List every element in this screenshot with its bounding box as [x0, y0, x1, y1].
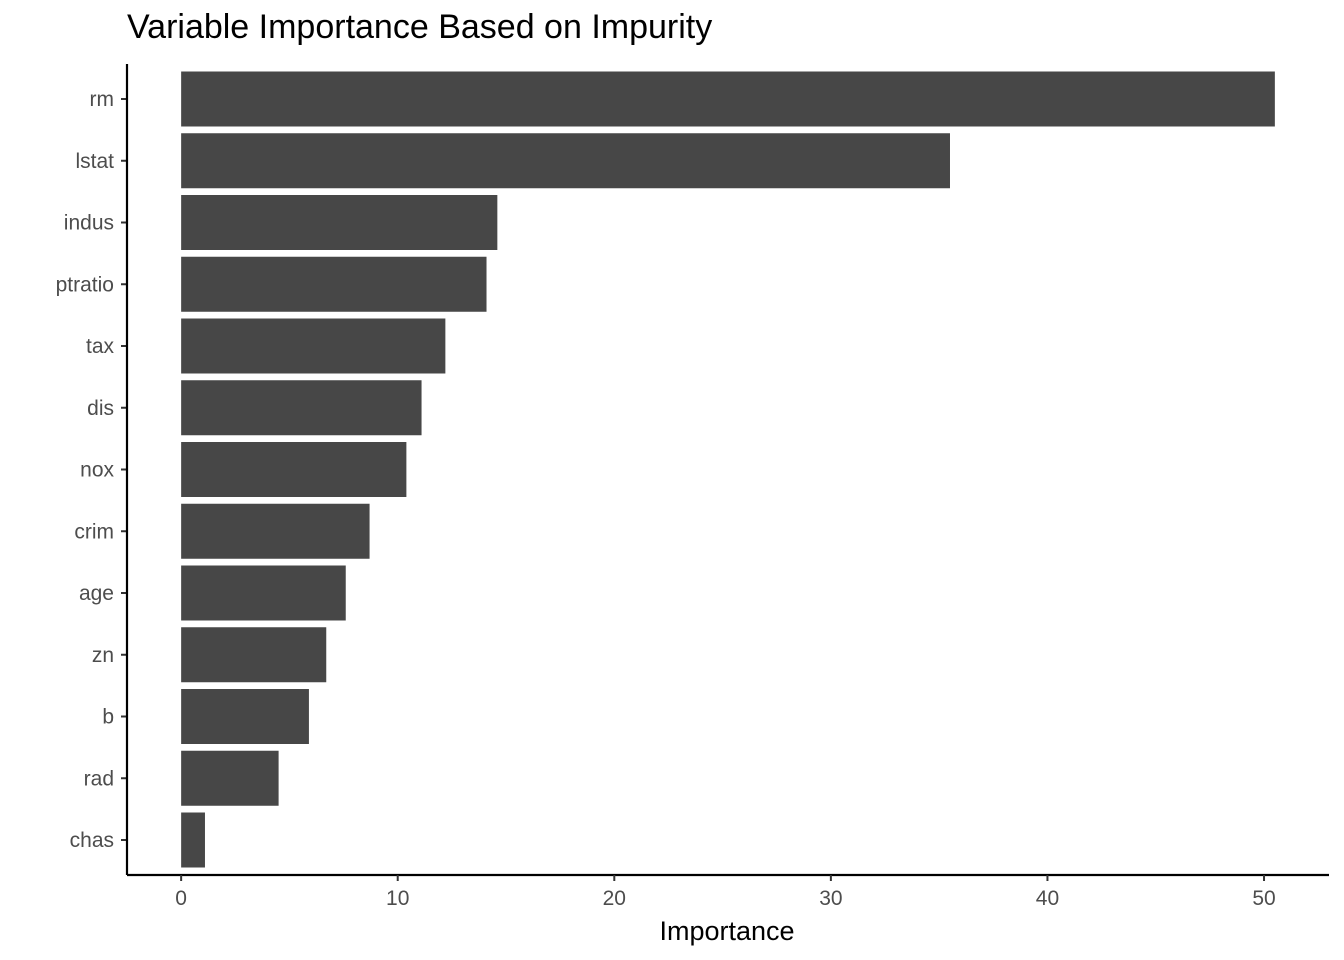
y-tick-label: age: [79, 582, 114, 605]
y-tick-label: rad: [84, 767, 114, 790]
bar-crim: [181, 503, 370, 559]
y-tick-label: dis: [87, 397, 114, 420]
bar-rad: [181, 750, 279, 806]
x-tick-label: 40: [1036, 887, 1059, 910]
bars-layer: [181, 71, 1275, 868]
x-tick-label: 0: [175, 887, 187, 910]
bar-ptratio: [181, 256, 487, 312]
x-tick-label: 30: [819, 887, 842, 910]
bar-lstat: [181, 133, 950, 189]
bar-chas: [181, 812, 205, 868]
bar-b: [181, 689, 309, 744]
y-tick-label: crim: [74, 520, 114, 543]
chart-title: Variable Importance Based on Impurity: [127, 8, 713, 46]
x-tick-label: 10: [386, 887, 409, 910]
y-axis: rm lstat indus ptratio tax dis nox crim age zn b ra…: [56, 64, 129, 875]
y-tick-label: rm: [90, 88, 115, 111]
y-tick-label: lstat: [75, 150, 114, 173]
x-axis-title: Importance: [659, 916, 794, 946]
y-tick-label: chas: [70, 829, 114, 852]
x-axis: 0 10 20 30 40 50: [127, 873, 1329, 910]
bar-rm: [181, 71, 1275, 127]
bar-nox: [181, 442, 407, 497]
bar-indus: [181, 195, 498, 250]
y-tick-label: b: [102, 706, 114, 729]
bar-dis: [181, 380, 422, 436]
bar-zn: [181, 627, 327, 683]
bar-tax: [181, 318, 446, 374]
x-tick-label: 50: [1252, 887, 1275, 910]
y-tick-label: tax: [86, 335, 115, 358]
y-tick-label: ptratio: [56, 273, 114, 296]
y-tick-label: nox: [80, 459, 114, 482]
y-tick-label: zn: [92, 644, 114, 667]
y-tick-label: indus: [64, 212, 114, 235]
bar-age: [181, 565, 346, 621]
x-tick-label: 20: [603, 887, 626, 910]
